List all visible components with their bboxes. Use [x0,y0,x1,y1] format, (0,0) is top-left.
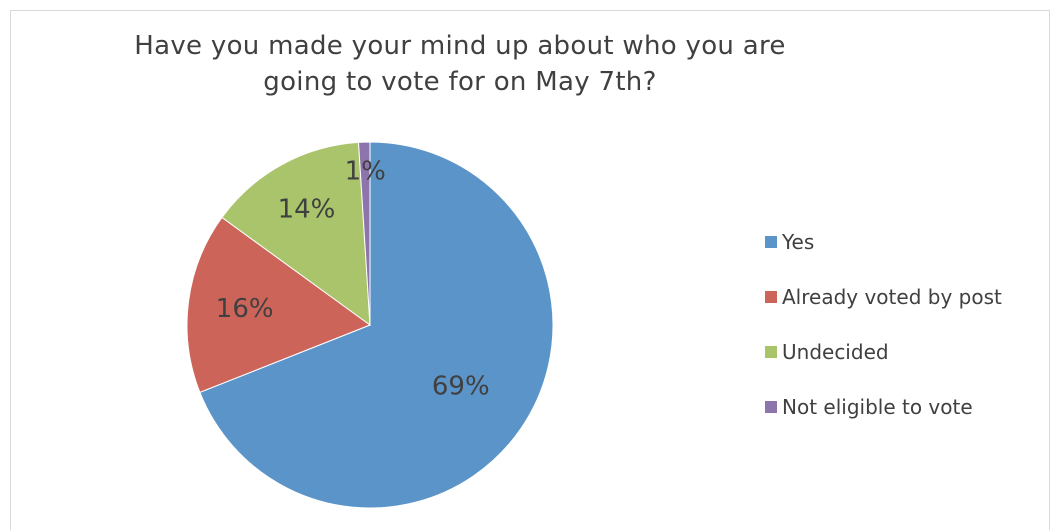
data-label-not-eligible-to-vote: 1% [345,156,386,186]
legend-label: Yes [782,230,815,254]
pie-slice-not-eligible-to-vote [357,141,371,326]
legend-swatch [765,236,777,248]
data-label-undecided: 14% [278,195,336,225]
data-label-yes: 69% [432,372,490,402]
legend-swatch [765,346,777,358]
legend-swatch [765,401,777,413]
data-label-already-voted-by-post: 16% [216,294,274,324]
legend-item-yes: Yes [765,228,814,256]
pie-slice-yes [199,141,554,509]
pie-slice-undecided [221,141,371,327]
legend-item-already-voted-by-post: Already voted by post [765,283,1002,311]
legend-label: Undecided [782,340,889,364]
legend-item-not-eligible-to-vote: Not eligible to vote [765,393,973,421]
legend-swatch [765,291,777,303]
pie-slice-already-voted-by-post [186,216,372,394]
legend-label: Already voted by post [782,285,1002,309]
legend-label: Not eligible to vote [782,395,973,419]
chart-title: Have you made your mind up about who you… [134,31,786,97]
legend-item-undecided: Undecided [765,338,889,366]
